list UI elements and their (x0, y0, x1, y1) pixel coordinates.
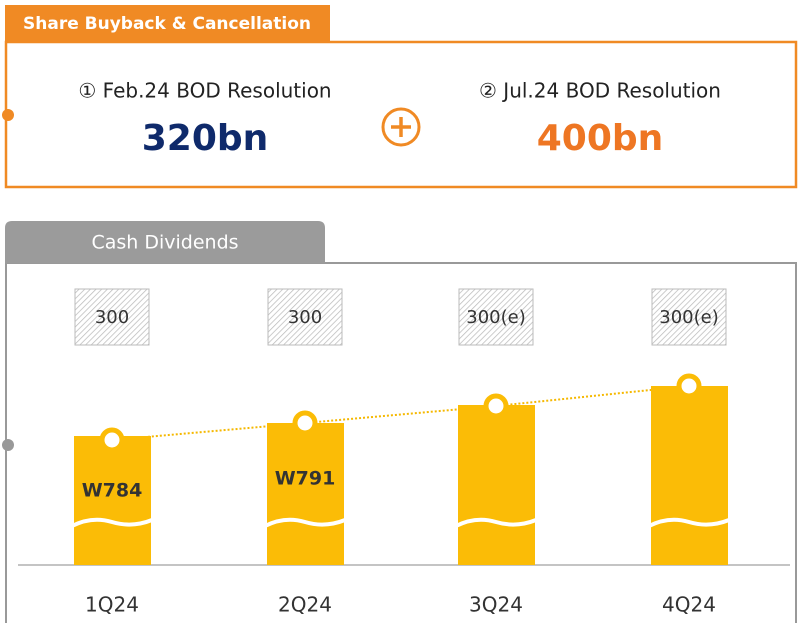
bar (458, 405, 535, 565)
quarter-label: 4Q24 (662, 593, 716, 617)
dps-label: 300(e) (466, 307, 525, 328)
quarter-label: 1Q24 (85, 593, 139, 617)
dps-box (74, 288, 150, 346)
item-label: ② Jul.24 BOD Resolution (479, 79, 721, 103)
dps-label: 300 (288, 307, 322, 328)
dividend-tab (5, 221, 325, 263)
total-label: W791 (275, 468, 336, 490)
buyback-tab (5, 5, 330, 43)
axis-break (455, 517, 537, 528)
bar (74, 436, 151, 565)
marker (99, 427, 125, 453)
dps-label: 300 (95, 307, 129, 328)
dps-box (458, 288, 534, 346)
dividend-tab-text: Cash Dividends (91, 232, 238, 254)
marker (676, 373, 702, 399)
item-amount: 400bn (537, 118, 664, 159)
quarter-label: 2Q24 (278, 593, 332, 617)
dps-label: 300(e) (659, 307, 718, 328)
bar (267, 423, 344, 565)
buyback-tab-text: Share Buyback & Cancellation (23, 14, 311, 34)
dps-box (267, 288, 343, 346)
axis-break (648, 517, 730, 528)
dot (2, 109, 14, 121)
quarter-label: 3Q24 (469, 593, 523, 617)
total-label: W784 (82, 480, 143, 502)
item-label: ① Feb.24 BOD Resolution (78, 79, 331, 103)
marker (483, 393, 509, 419)
plus-icon (381, 107, 421, 147)
axis-break (71, 517, 153, 528)
axis-break (264, 517, 346, 528)
dps-box (651, 288, 727, 346)
item-amount: 320bn (142, 118, 269, 159)
bar (651, 386, 728, 565)
dot (2, 439, 14, 451)
marker (292, 410, 318, 436)
trend-line (111, 385, 690, 441)
